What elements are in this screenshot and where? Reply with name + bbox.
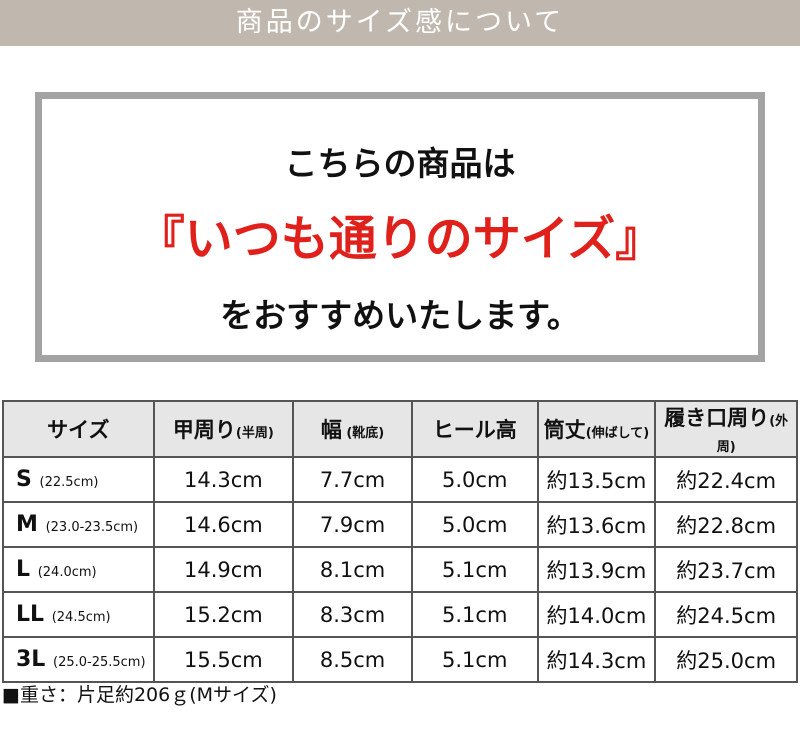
column-header: 履き口周り(外周) <box>654 400 798 458</box>
measurement-cell: 5.1cm <box>410 591 539 638</box>
measurement-cell: 約25.0cm <box>654 636 798 683</box>
size-cell: LL (24.5cm) <box>2 591 155 638</box>
table-row: S (22.5cm) 14.3cm 7.7cm 5.0cm 約13.5cm 約22.4cm <box>2 456 798 503</box>
measurement-cell: 約13.5cm <box>536 456 657 503</box>
header-main: 筒丈 <box>543 418 586 442</box>
size-range: (24.5cm) <box>51 610 111 625</box>
header-main: サイズ <box>47 418 110 442</box>
notice-line-2: 『いつも通りのサイズ』 <box>136 211 664 267</box>
measurement-cell: 約23.7cm <box>654 546 798 593</box>
column-header: 甲周り(半周) <box>152 400 295 458</box>
measurement-cell: 5.1cm <box>410 546 539 593</box>
size-range: (23.0-23.5cm) <box>45 520 139 535</box>
notice-line-1: こちらの商品は <box>284 144 516 183</box>
measurement-cell: 8.1cm <box>292 546 413 593</box>
size-recommendation-box: こちらの商品は 『いつも通りのサイズ』 をおすすめいたします。 <box>35 92 765 362</box>
measurement-cell: 8.3cm <box>292 591 413 638</box>
measurement-cell: 14.9cm <box>152 546 295 593</box>
measurement-cell: 約13.6cm <box>536 501 657 548</box>
header-sub: (外周) <box>716 414 789 455</box>
size-label: M <box>16 512 38 537</box>
size-label: LL <box>16 602 45 627</box>
size-cell: S (22.5cm) <box>2 456 155 503</box>
measurement-cell: 15.5cm <box>152 636 295 683</box>
table-header-row: サイズ 甲周り(半周) 幅 (靴底) ヒール高 筒丈(伸ばして) 履き口周り(外周) <box>2 400 798 458</box>
header-sub: (半周) <box>235 426 274 441</box>
size-label: L <box>16 557 31 582</box>
size-cell: M (23.0-23.5cm) <box>2 501 155 548</box>
measurement-cell: 約22.8cm <box>654 501 798 548</box>
table-row: LL (24.5cm) 15.2cm 8.3cm 5.1cm 約14.0cm 約24.5c… <box>2 591 798 638</box>
size-cell: 3L (25.0-25.5cm) <box>2 636 155 683</box>
size-label: 3L <box>16 647 46 672</box>
measurement-cell: 7.9cm <box>292 501 413 548</box>
column-header: ヒール高 <box>410 400 539 458</box>
measurement-cell: 約22.4cm <box>654 456 798 503</box>
column-header: 幅 (靴底) <box>292 400 413 458</box>
measurement-cell: 14.3cm <box>152 456 295 503</box>
header-main: 履き口周り <box>664 406 770 430</box>
measurement-cell: 約24.5cm <box>654 591 798 638</box>
header-sub: (伸ばして) <box>585 426 650 441</box>
column-header: サイズ <box>2 400 155 458</box>
header-main: 幅 <box>320 418 342 442</box>
measurement-cell: 約14.3cm <box>536 636 657 683</box>
measurement-cell: 14.6cm <box>152 501 295 548</box>
header-main: ヒール高 <box>432 418 517 442</box>
measurement-cell: 約13.9cm <box>536 546 657 593</box>
size-range: (24.0cm) <box>37 565 97 580</box>
size-cell: L (24.0cm) <box>2 546 155 593</box>
notice-line-3: をおすすめいたします。 <box>220 296 580 335</box>
size-label: S <box>16 467 32 492</box>
section-banner: 商品のサイズ感について <box>0 0 800 46</box>
size-range: (25.0-25.5cm) <box>53 655 146 670</box>
size-table: サイズ 甲周り(半周) 幅 (靴底) ヒール高 筒丈(伸ばして) 履き口周り(外周) S … <box>2 400 798 683</box>
measurement-cell: 5.1cm <box>410 636 539 683</box>
header-main: 甲周り <box>172 418 236 442</box>
header-sub: (靴底) <box>341 426 385 441</box>
measurement-cell: 8.5cm <box>292 636 413 683</box>
table-row: 3L (25.0-25.5cm) 15.5cm 8.5cm 5.1cm 約14.3cm 約… <box>2 636 798 683</box>
weight-note: ■重さ：片足約206ｇ(Mサイズ) <box>2 684 277 706</box>
measurement-cell: 5.0cm <box>410 456 539 503</box>
table-row: M (23.0-23.5cm) 14.6cm 7.9cm 5.0cm 約13.6cm 約2… <box>2 501 798 548</box>
measurement-cell: 15.2cm <box>152 591 295 638</box>
column-header: 筒丈(伸ばして) <box>536 400 657 458</box>
measurement-cell: 5.0cm <box>410 501 539 548</box>
size-range: (22.5cm) <box>39 475 99 490</box>
measurement-cell: 約14.0cm <box>536 591 657 638</box>
measurement-cell: 7.7cm <box>292 456 413 503</box>
table-row: L (24.0cm) 14.9cm 8.1cm 5.1cm 約13.9cm 約23.7cm <box>2 546 798 593</box>
